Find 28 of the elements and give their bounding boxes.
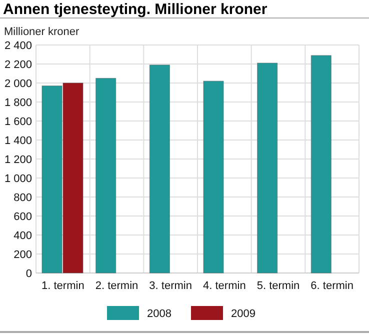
y-tick-label: 800 <box>14 192 32 204</box>
y-tick-label: 1 400 <box>4 134 32 147</box>
chart-title: Annen tjenesteyting. Millioner kroner <box>3 1 268 18</box>
legend-label: 2009 <box>231 308 256 320</box>
x-tick-label: 4. termin <box>203 280 246 292</box>
bar <box>96 78 116 274</box>
y-tick-label: 1 800 <box>4 96 32 109</box>
y-tick-label: 0 <box>26 268 32 280</box>
bar <box>257 62 278 274</box>
y-tick-label: 200 <box>14 248 32 261</box>
bar <box>149 64 170 274</box>
y-tick-label: 1 600 <box>4 116 32 128</box>
x-tick-label: 5. termin <box>256 280 300 292</box>
bar <box>310 55 332 274</box>
y-tick-label: 2 200 <box>4 58 32 71</box>
y-tick-label: 1 000 <box>4 172 32 185</box>
y-axis-title: Millioner kroner <box>4 26 80 38</box>
y-tick-label: 600 <box>14 210 32 223</box>
y-tick-label: 400 <box>14 230 32 242</box>
x-tick-label: 3. termin <box>149 280 192 292</box>
bar <box>203 80 224 274</box>
x-tick-label: 1. termin <box>42 280 84 292</box>
legend-label: 2008 <box>147 308 172 320</box>
x-tick-label: 6. termin <box>310 280 354 292</box>
y-tick-label: 1 200 <box>4 154 32 166</box>
x-tick-label: 2. termin <box>95 280 138 292</box>
y-tick-label: 2 000 <box>4 78 32 90</box>
y-tick-label: 2 400 <box>4 40 32 52</box>
